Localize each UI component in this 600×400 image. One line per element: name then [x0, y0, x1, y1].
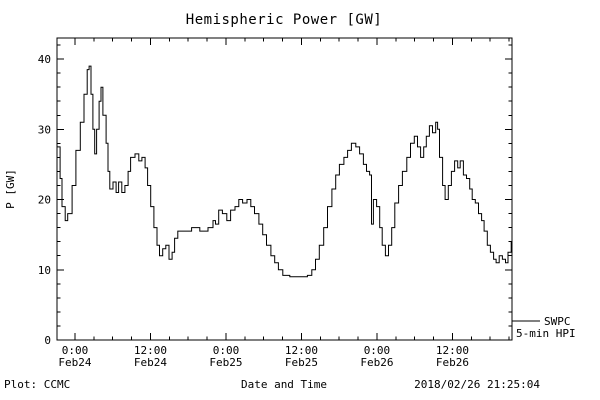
y-tick-label: 40 [38, 53, 51, 66]
footer-plot-credit: Plot: CCMC [4, 378, 70, 391]
x-tick-date-label: Feb24 [58, 356, 91, 369]
x-tick-time-label: 12:00 [285, 344, 318, 357]
y-tick-label: 30 [38, 123, 51, 136]
y-tick-label: 0 [44, 334, 51, 347]
hpi-line [57, 65, 512, 278]
x-tick-time-label: 0:00 [364, 344, 391, 357]
x-axis-label: Date and Time [241, 378, 327, 391]
footer-timestamp: 2018/02/26 21:25:04 [414, 378, 540, 391]
chart-generated-axes-and-line: 0102030400:00Feb2412:00Feb240:00Feb2512:… [38, 38, 512, 369]
x-tick-time-label: 12:00 [436, 344, 469, 357]
x-tick-time-label: 0:00 [213, 344, 240, 357]
legend-sublabel: 5-min HPI [516, 327, 576, 340]
x-tick-date-label: Feb26 [436, 356, 469, 369]
x-tick-date-label: Feb26 [360, 356, 393, 369]
x-tick-date-label: Feb25 [285, 356, 318, 369]
chart-title: Hemispheric Power [GW] [186, 12, 382, 28]
x-tick-time-label: 0:00 [62, 344, 89, 357]
plot-frame [56, 37, 513, 341]
y-tick-label: 10 [38, 264, 51, 277]
x-tick-time-label: 12:00 [134, 344, 167, 357]
y-axis-label: P [GW] [4, 169, 17, 209]
y-tick-label: 20 [38, 194, 51, 207]
x-tick-date-label: Feb24 [134, 356, 167, 369]
legend-label: SWPC [544, 315, 571, 328]
x-tick-date-label: Feb25 [209, 356, 242, 369]
